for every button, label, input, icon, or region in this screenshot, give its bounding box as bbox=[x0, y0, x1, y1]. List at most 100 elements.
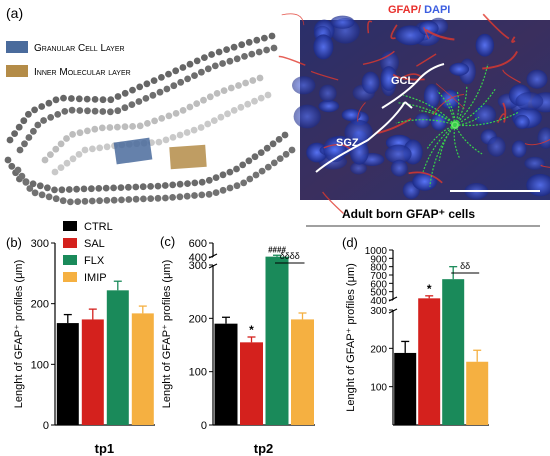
cell-dot bbox=[52, 145, 60, 153]
cell-dot bbox=[246, 175, 254, 183]
x-axis-label: tp1 bbox=[95, 441, 115, 456]
cell-dot bbox=[121, 104, 129, 112]
gfap-fiber bbox=[281, 13, 305, 26]
cell-dot bbox=[270, 159, 278, 167]
cell-dot bbox=[258, 167, 266, 175]
gfap-fiber bbox=[323, 143, 353, 151]
nucleus-blob bbox=[350, 161, 367, 175]
chart-b: (b) Lenght of GFAP⁺ profiles (μm) 0 100 200 3… bbox=[6, 235, 155, 456]
cell-dot bbox=[211, 62, 219, 70]
bar-imip bbox=[131, 313, 154, 425]
legend-label-imip: IMIP bbox=[84, 272, 107, 284]
cell-dot bbox=[238, 41, 246, 49]
cell-dot bbox=[210, 117, 218, 124]
significance-marker: * bbox=[249, 323, 254, 337]
cell-dot bbox=[219, 186, 227, 194]
x-axis-label: tp2 bbox=[254, 441, 274, 456]
cell-dot bbox=[233, 165, 240, 173]
neuron-process bbox=[454, 116, 480, 126]
cell-dot bbox=[186, 60, 194, 68]
cell-dot bbox=[191, 192, 198, 199]
cell-dot bbox=[129, 123, 137, 130]
legend-groups: CTRL SAL FLX IMIP bbox=[63, 221, 113, 284]
y-tick-label: 100 bbox=[31, 359, 49, 371]
cell-dot bbox=[242, 79, 250, 87]
nucleus-blob bbox=[341, 108, 361, 122]
gfap-fiber bbox=[524, 139, 550, 146]
bar-sal bbox=[240, 342, 263, 425]
cell-dot bbox=[253, 36, 261, 44]
nucleus-blob bbox=[349, 139, 369, 165]
cell-dot bbox=[158, 115, 166, 122]
gfap-fiber bbox=[377, 117, 412, 134]
cell-dot bbox=[25, 110, 32, 118]
cell-dot bbox=[57, 140, 65, 148]
cell-dot bbox=[135, 98, 143, 105]
cell-dot bbox=[114, 123, 121, 131]
gfap-fiber bbox=[435, 83, 465, 109]
gfap-fiber bbox=[408, 171, 443, 184]
cell-dot bbox=[288, 146, 296, 154]
cell-dot bbox=[190, 126, 198, 134]
cell-dot bbox=[81, 146, 89, 154]
gfap-fiber bbox=[497, 113, 505, 124]
legend-swatch-imip bbox=[63, 272, 77, 282]
cell-dot bbox=[191, 72, 198, 79]
cell-dot bbox=[136, 83, 144, 91]
cell-dot bbox=[69, 155, 77, 163]
cell-dot bbox=[184, 75, 192, 83]
bar-sal bbox=[418, 298, 441, 425]
cell-dot bbox=[237, 103, 245, 111]
cell-dot bbox=[117, 184, 125, 192]
cell-dot bbox=[26, 185, 34, 192]
nucleus-blob bbox=[473, 104, 496, 126]
y-tick-label: 0 bbox=[201, 420, 207, 432]
cell-dot bbox=[251, 153, 259, 161]
significance-marker: δδδδ bbox=[280, 251, 300, 261]
bar-imip bbox=[291, 319, 314, 425]
cell-dot bbox=[198, 191, 206, 199]
cell-dot bbox=[172, 110, 180, 117]
cell-dot bbox=[47, 114, 55, 121]
y-tick-label: 300 bbox=[370, 306, 387, 317]
gfap-fiber bbox=[390, 24, 398, 40]
cell-dot bbox=[248, 50, 256, 58]
cell-dot bbox=[161, 182, 169, 189]
cell-dot bbox=[217, 113, 225, 121]
panel-a-label: (a) bbox=[6, 5, 23, 21]
cell-dot bbox=[268, 32, 276, 40]
cell-dot bbox=[226, 168, 234, 176]
gfap-fiber bbox=[416, 53, 437, 67]
cell-dot bbox=[245, 157, 253, 165]
neuron-process bbox=[419, 110, 456, 126]
cell-dot bbox=[163, 85, 171, 93]
cell-dot bbox=[156, 88, 164, 96]
nucleus-blob bbox=[511, 140, 527, 158]
cell-dot bbox=[220, 87, 228, 94]
bar-sal bbox=[81, 319, 104, 425]
nucleus-blob bbox=[293, 104, 321, 129]
cell-dot bbox=[73, 185, 80, 193]
cell-dot bbox=[223, 46, 231, 53]
cell-dot bbox=[183, 129, 191, 136]
y-tick-label: 500 bbox=[370, 288, 387, 299]
nucleus-blob bbox=[380, 66, 398, 91]
cell-dot bbox=[96, 144, 104, 152]
cell-dot bbox=[84, 127, 91, 135]
cell-dot bbox=[257, 149, 265, 157]
legend-swatch-inner-molecular-layer bbox=[6, 65, 28, 77]
gfap-fiber bbox=[310, 70, 339, 81]
axis-break-mark bbox=[208, 263, 218, 269]
nucleus-blob bbox=[318, 100, 340, 113]
cell-dot bbox=[172, 67, 180, 75]
cell-dot bbox=[76, 129, 84, 137]
cell-dot bbox=[147, 183, 155, 190]
cell-dot bbox=[99, 96, 107, 104]
nucleus-blob bbox=[412, 172, 438, 191]
cell-dot bbox=[129, 86, 136, 94]
cell-dot bbox=[132, 183, 140, 191]
cell-dot bbox=[75, 151, 83, 158]
y-tick-label: 700 bbox=[370, 271, 387, 282]
cell-dot bbox=[58, 186, 66, 194]
